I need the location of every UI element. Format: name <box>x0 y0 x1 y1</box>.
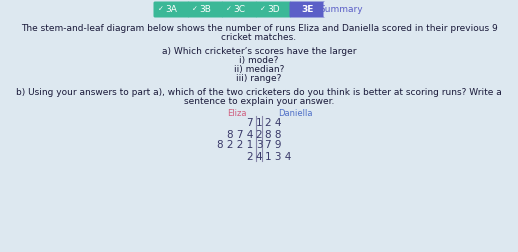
Text: 8 8: 8 8 <box>265 130 281 140</box>
FancyBboxPatch shape <box>188 2 223 17</box>
Text: 1: 1 <box>256 118 262 129</box>
Text: 2: 2 <box>247 151 253 162</box>
Text: b) Using your answers to part a), which of the two cricketers do you think is be: b) Using your answers to part a), which … <box>16 88 502 97</box>
Text: ii) median?: ii) median? <box>234 65 284 74</box>
Text: iii) range?: iii) range? <box>236 74 282 83</box>
Text: Eliza: Eliza <box>227 109 247 118</box>
FancyBboxPatch shape <box>255 2 292 17</box>
Text: ✓: ✓ <box>260 7 266 13</box>
FancyBboxPatch shape <box>324 2 359 17</box>
Text: ✓: ✓ <box>192 7 198 13</box>
Text: 2: 2 <box>256 130 262 140</box>
Text: 8 7 4: 8 7 4 <box>227 130 253 140</box>
Text: 3: 3 <box>256 141 262 150</box>
Text: sentence to explain your answer.: sentence to explain your answer. <box>184 97 334 106</box>
Text: Daniella: Daniella <box>278 109 312 118</box>
Text: 4: 4 <box>256 151 262 162</box>
Text: i) mode?: i) mode? <box>239 56 279 65</box>
Text: The stem-and-leaf diagram below shows the number of runs Eliza and Daniella scor: The stem-and-leaf diagram below shows th… <box>21 24 497 33</box>
Text: ✓: ✓ <box>158 7 164 13</box>
Text: 3D: 3D <box>267 5 280 14</box>
Text: 2 4: 2 4 <box>265 118 281 129</box>
Text: a) Which cricketer’s scores have the larger: a) Which cricketer’s scores have the lar… <box>162 47 356 56</box>
Text: Summary: Summary <box>320 5 363 14</box>
Text: 3B: 3B <box>199 5 211 14</box>
Text: 8 2 2 1: 8 2 2 1 <box>217 141 253 150</box>
Text: 3A: 3A <box>166 5 178 14</box>
Text: cricket matches.: cricket matches. <box>221 33 297 42</box>
FancyBboxPatch shape <box>222 2 257 17</box>
Text: ✓: ✓ <box>226 7 232 13</box>
Text: 7: 7 <box>247 118 253 129</box>
Text: 3E: 3E <box>301 5 314 14</box>
FancyBboxPatch shape <box>290 2 325 17</box>
Text: 1 3 4: 1 3 4 <box>265 151 291 162</box>
FancyBboxPatch shape <box>153 2 190 17</box>
Text: 3C: 3C <box>234 5 246 14</box>
Text: 7 9: 7 9 <box>265 141 281 150</box>
